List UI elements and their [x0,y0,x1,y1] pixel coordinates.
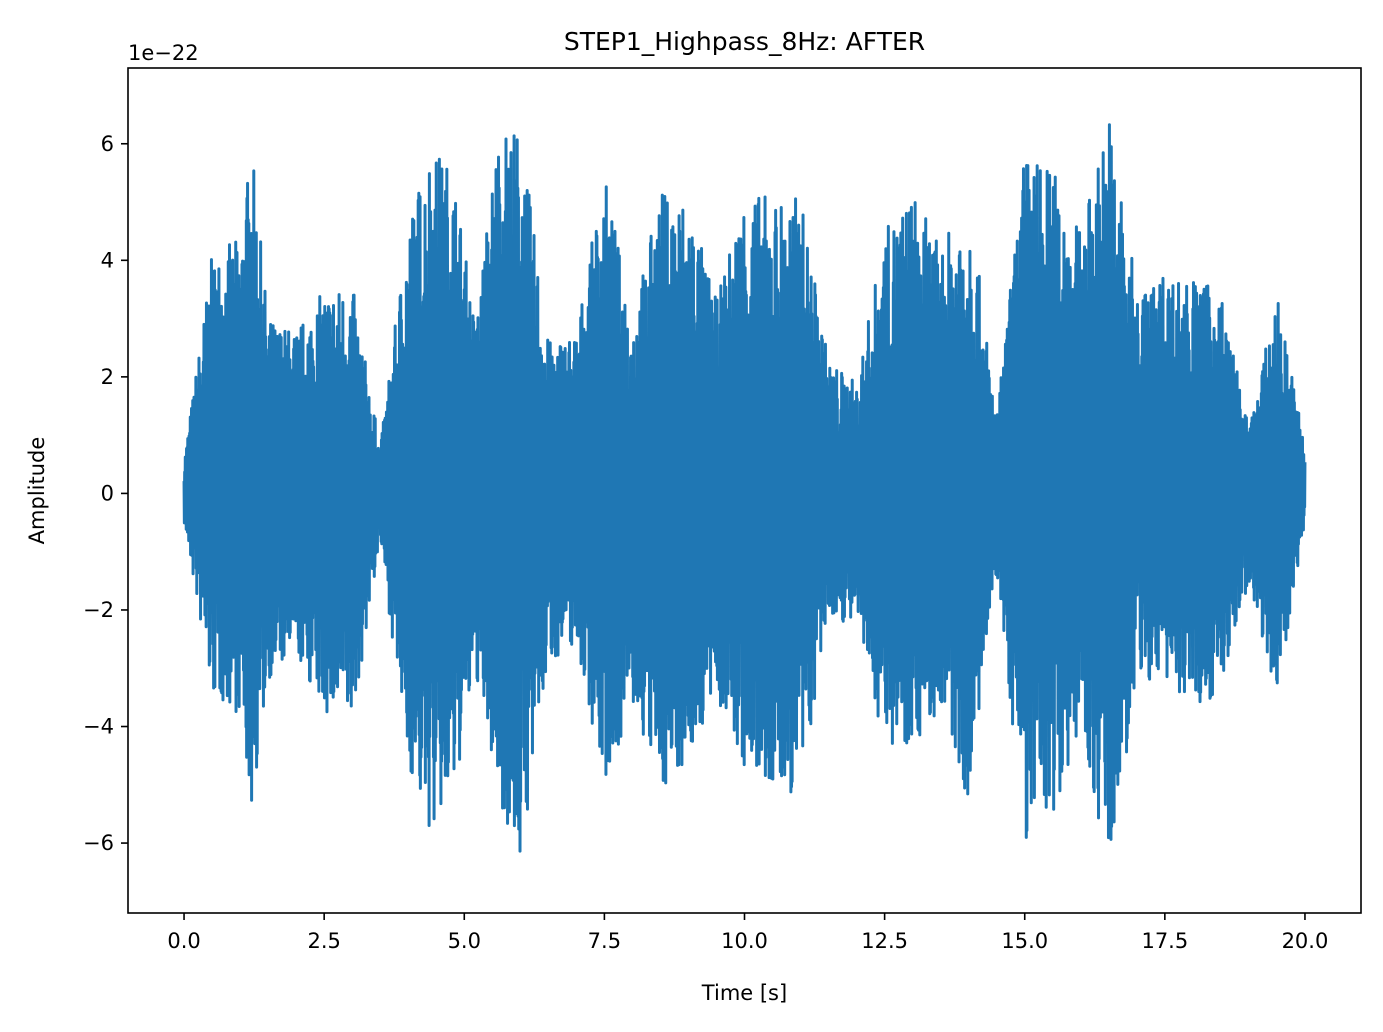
x-tick-label: 5.0 [448,929,481,953]
x-tick-label: 20.0 [1282,929,1329,953]
y-tick-label: 0 [101,481,114,505]
plot-frame [127,67,1362,914]
y-axis-offset-text: 1e−22 [128,41,199,65]
x-tick-label: 10.0 [721,929,768,953]
x-tick-label: 12.5 [861,929,908,953]
y-tick-label: 4 [101,248,114,272]
y-tick-label: 6 [101,132,114,156]
x-tick-label: 2.5 [307,929,340,953]
x-tick-label: 0.0 [167,929,200,953]
x-tick-label: 7.5 [588,929,621,953]
y-tick-label: −6 [83,831,114,855]
ticks-layer: 0.0 2.5 5.0 7.5 10.0 12.5 15.0 17.5 20.0 −6 −4 −2 0 2… [83,132,1328,953]
y-axis-label: Amplitude [25,437,49,545]
x-axis-label: Time [s] [701,981,787,1005]
chart-title: STEP1_Highpass_8Hz: AFTER [564,27,925,56]
x-tick-label: 17.5 [1141,929,1188,953]
series-layer [182,123,1307,853]
y-tick-label: −4 [83,715,114,739]
series-line [182,123,1307,853]
y-tick-label: −2 [83,598,114,622]
y-tick-label: 2 [101,365,114,389]
x-tick-label: 15.0 [1001,929,1048,953]
